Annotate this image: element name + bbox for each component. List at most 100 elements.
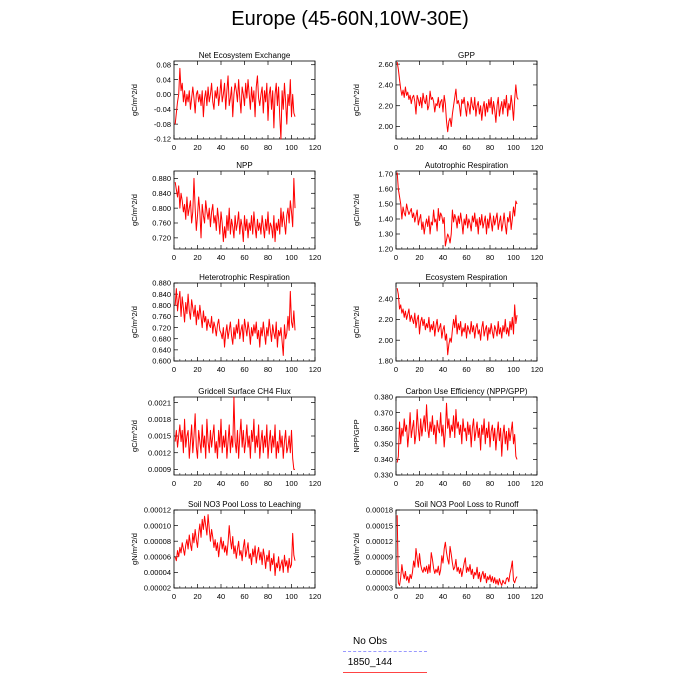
x-tick-label: 120: [531, 365, 544, 374]
y-tick-label: 1.40: [378, 215, 393, 224]
x-tick-label: 80: [264, 479, 272, 488]
x-tick-label: 80: [264, 253, 272, 262]
panel-title: GPP: [458, 51, 475, 60]
x-tick-label: 80: [486, 143, 494, 152]
series-line: [396, 172, 518, 247]
legend-line-model: [343, 672, 427, 673]
x-tick-label: 20: [415, 143, 423, 152]
legend-label-obs: No Obs: [353, 636, 387, 647]
x-tick-label: 80: [486, 253, 494, 262]
x-tick-label: 20: [193, 365, 201, 374]
x-tick-label: 0: [172, 143, 176, 152]
x-tick-label: 100: [285, 143, 298, 152]
y-tick-label: 2.20: [378, 101, 393, 110]
y-tick-label: 0.00012: [144, 506, 171, 515]
x-tick-label: 40: [217, 253, 225, 262]
y-tick-label: 0.380: [374, 393, 393, 402]
y-tick-label: 1.30: [378, 230, 393, 239]
x-tick-label: 0: [172, 253, 176, 262]
y-tick-label: 0.800: [152, 204, 171, 213]
y-tick-label: 0.00006: [144, 553, 171, 562]
x-tick-label: 120: [531, 253, 544, 262]
y-tick-label: 0.840: [152, 189, 171, 198]
x-tick-label: 20: [415, 479, 423, 488]
x-tick-label: 0: [394, 479, 398, 488]
y-axis-label: gC/m^2/d: [130, 84, 139, 116]
x-tick-label: 0: [172, 365, 176, 374]
x-tick-label: 40: [439, 253, 447, 262]
x-tick-label: 20: [193, 253, 201, 262]
x-tick-label: 80: [486, 592, 494, 601]
y-axis-label: gC/m^2/d: [352, 306, 361, 338]
y-tick-label: 0.0015: [148, 432, 171, 441]
y-axis-label: gN/m^2/d: [130, 533, 139, 565]
x-tick-label: 120: [531, 143, 544, 152]
x-tick-label: 40: [217, 479, 225, 488]
x-tick-label: 0: [394, 365, 398, 374]
panel-title: NPP: [236, 161, 252, 170]
y-tick-label: 0.370: [374, 408, 393, 417]
x-tick-label: 60: [462, 253, 470, 262]
y-tick-label: 0.760: [152, 312, 171, 321]
x-tick-label: 60: [240, 143, 248, 152]
y-tick-label: 2.00: [378, 336, 393, 345]
x-tick-label: 60: [240, 479, 248, 488]
y-axis-label: gC/m^2/d: [130, 194, 139, 226]
x-tick-label: 20: [193, 143, 201, 152]
y-tick-label: 0.880: [152, 279, 171, 288]
x-tick-label: 0: [172, 592, 176, 601]
x-tick-label: 120: [309, 365, 322, 374]
x-tick-label: 60: [240, 365, 248, 374]
y-axis-label: gC/m^2/d: [352, 194, 361, 226]
panel-title: Carbon Use Efficiency (NPP/GPP): [405, 387, 527, 396]
x-tick-label: 60: [462, 143, 470, 152]
x-tick-label: 40: [439, 479, 447, 488]
y-tick-label: 0.0018: [148, 415, 171, 424]
y-tick-label: 0.0012: [148, 448, 171, 457]
y-tick-label: 2.40: [378, 81, 393, 90]
x-tick-label: 120: [309, 143, 322, 152]
x-tick-label: 40: [439, 365, 447, 374]
x-tick-label: 20: [193, 592, 201, 601]
y-tick-label: -0.12: [154, 135, 171, 144]
x-tick-label: 40: [439, 592, 447, 601]
y-tick-label: 0.00008: [144, 537, 171, 546]
y-tick-label: 0.720: [152, 234, 171, 243]
series-line: [174, 288, 296, 356]
y-tick-label: 0.00004: [144, 568, 171, 577]
y-tick-label: 0.640: [152, 346, 171, 355]
series-line: [174, 67, 296, 140]
x-tick-label: 20: [193, 479, 201, 488]
panel-title: Soil NO3 Pool Loss to Runoff: [415, 500, 520, 509]
x-tick-label: 40: [217, 592, 225, 601]
series-line: [174, 396, 296, 470]
y-tick-label: 0.00009: [366, 553, 393, 562]
y-tick-label: 2.00: [378, 122, 393, 131]
y-tick-label: 0.0021: [148, 398, 171, 407]
x-tick-label: 80: [264, 143, 272, 152]
y-tick-label: 0.00: [156, 90, 171, 99]
y-tick-label: 0.330: [374, 471, 393, 480]
panel-title: Soil NO3 Pool Loss to Leaching: [188, 500, 301, 509]
y-tick-label: 0.760: [152, 219, 171, 228]
y-tick-label: 1.80: [378, 357, 393, 366]
x-tick-label: 80: [264, 365, 272, 374]
y-tick-label: 0.00012: [366, 537, 393, 546]
x-tick-label: 120: [531, 592, 544, 601]
x-tick-label: 120: [531, 479, 544, 488]
x-tick-label: 100: [285, 365, 298, 374]
x-tick-label: 0: [394, 592, 398, 601]
series-line: [396, 61, 519, 133]
y-tick-label: 0.00003: [366, 584, 393, 593]
x-tick-label: 80: [264, 592, 272, 601]
y-axis-label: gC/m^2/d: [352, 84, 361, 116]
y-tick-label: 2.40: [378, 294, 393, 303]
panel-title: Net Ecosystem Exchange: [199, 51, 291, 60]
x-tick-label: 20: [415, 592, 423, 601]
y-axis-label: gN/m^2/d: [352, 533, 361, 565]
x-tick-label: 60: [462, 479, 470, 488]
panel-frame: [173, 396, 316, 476]
x-tick-label: 40: [217, 365, 225, 374]
x-tick-label: 100: [285, 253, 298, 262]
x-tick-label: 60: [240, 253, 248, 262]
